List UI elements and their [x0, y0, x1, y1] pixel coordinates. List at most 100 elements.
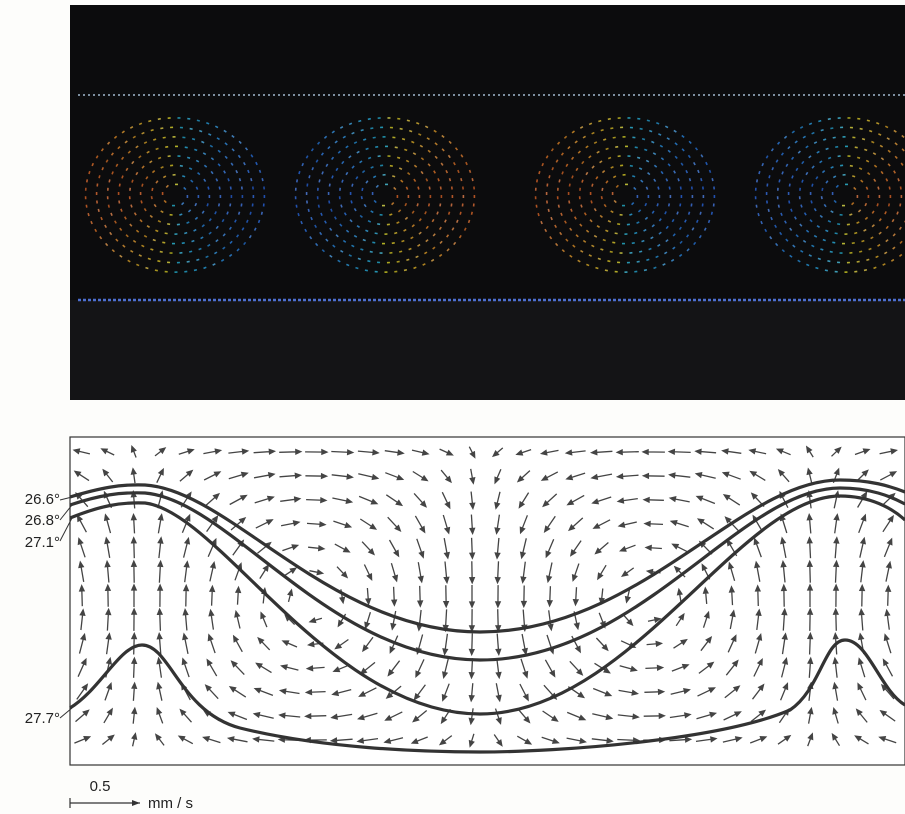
particle-streak	[397, 195, 399, 198]
particle-streak	[901, 195, 903, 198]
particle-streak	[180, 127, 183, 129]
particle-streak	[384, 233, 387, 235]
particle-streak	[172, 243, 175, 245]
particle-streak	[713, 203, 715, 206]
particle-streak	[107, 188, 109, 191]
particle-streak	[648, 195, 650, 198]
particle-streak	[842, 205, 845, 207]
particle-streak	[799, 196, 801, 199]
particle-streak	[535, 196, 537, 199]
particle-streak	[390, 127, 393, 129]
particle-streak	[253, 195, 255, 198]
particle-streak	[317, 196, 319, 199]
particle-streak	[579, 196, 581, 199]
particle-streak	[788, 192, 790, 195]
particle-streak	[868, 195, 870, 198]
particle-streak	[129, 188, 131, 191]
particle-streak	[692, 195, 694, 198]
isotherm-label: 27.7°	[25, 710, 60, 727]
particle-streak	[535, 188, 537, 191]
particle-streak	[612, 192, 614, 195]
particle-streak	[624, 271, 627, 273]
particle-streak	[389, 252, 392, 254]
particle-streak	[844, 271, 847, 273]
particle-streak	[378, 117, 381, 119]
particle-streak	[85, 196, 87, 199]
particle-streak	[380, 252, 383, 254]
particle-streak	[387, 117, 390, 119]
particle-streak	[845, 146, 848, 148]
particle-streak	[383, 174, 386, 176]
particle-streak	[847, 262, 850, 264]
scale-value: 0.5	[90, 778, 111, 795]
particle-streak	[557, 188, 559, 191]
particle-streak	[777, 188, 779, 191]
particle-streak	[382, 243, 385, 245]
particle-streak	[622, 243, 625, 245]
particle-streak	[622, 205, 625, 207]
scale-unit: mm / s	[148, 795, 193, 812]
particle-streak	[419, 195, 421, 198]
particle-streak	[844, 233, 847, 235]
particle-streak	[837, 261, 840, 263]
particle-streak	[627, 262, 630, 264]
particle-streak	[264, 195, 266, 198]
particle-streak	[384, 271, 387, 273]
particle-streak	[799, 188, 801, 191]
particle-streak	[840, 214, 843, 216]
particle-streak	[625, 146, 628, 148]
isotherm-label: 26.8°	[25, 512, 60, 529]
particle-streak	[328, 192, 330, 195]
particle-streak	[387, 155, 390, 157]
particle-streak	[463, 195, 465, 198]
particle-streak	[173, 174, 176, 176]
particle-streak	[387, 262, 390, 264]
particle-streak	[177, 262, 180, 264]
particle-streak	[107, 196, 109, 199]
particle-streak	[430, 195, 432, 198]
particle-streak	[175, 146, 178, 148]
particle-streak	[165, 271, 168, 273]
particle-streak	[630, 127, 633, 129]
particle-streak	[306, 192, 308, 195]
particle-streak	[182, 137, 185, 139]
particle-streak	[198, 195, 200, 198]
particle-streak	[627, 117, 630, 119]
particle-streak	[263, 186, 265, 189]
particle-streak	[850, 127, 853, 129]
particle-streak	[620, 214, 623, 216]
particle-streak	[625, 184, 628, 186]
particle-streak	[162, 192, 164, 195]
particle-streak	[382, 205, 385, 207]
particle-streak	[629, 252, 632, 254]
particle-streak	[840, 252, 843, 254]
particle-streak	[85, 188, 87, 191]
vector-panel: 26.6° 26.8° 27.1° 27.7°	[25, 437, 905, 765]
isotherm-label: 26.6°	[25, 491, 60, 508]
vector-frame	[70, 437, 905, 765]
particle-streak	[473, 203, 475, 206]
particle-streak	[838, 117, 841, 119]
particle-streak	[96, 192, 98, 195]
particle-streak	[670, 195, 672, 198]
particle-streak	[295, 188, 297, 191]
particle-streak	[174, 233, 177, 235]
particle-streak	[441, 195, 443, 198]
particle-streak	[579, 188, 581, 191]
particle-streak	[408, 195, 410, 198]
isotherm-label: 27.1°	[25, 534, 60, 551]
particle-streak	[220, 195, 222, 198]
figure: 26.6° 26.8° 27.1° 27.7° 0.5 mm / s	[0, 0, 905, 814]
particle-streak	[118, 192, 120, 195]
particle-streak	[140, 192, 142, 195]
particle-streak	[175, 184, 178, 186]
particle-streak	[170, 252, 173, 254]
particle-streak	[383, 136, 386, 138]
particle-streak	[380, 214, 383, 216]
particle-streak	[168, 117, 171, 119]
particle-streak	[623, 174, 626, 176]
particle-streak	[209, 195, 211, 198]
particle-streak	[173, 136, 176, 138]
particle-streak	[546, 192, 548, 195]
particle-streak	[392, 137, 395, 139]
